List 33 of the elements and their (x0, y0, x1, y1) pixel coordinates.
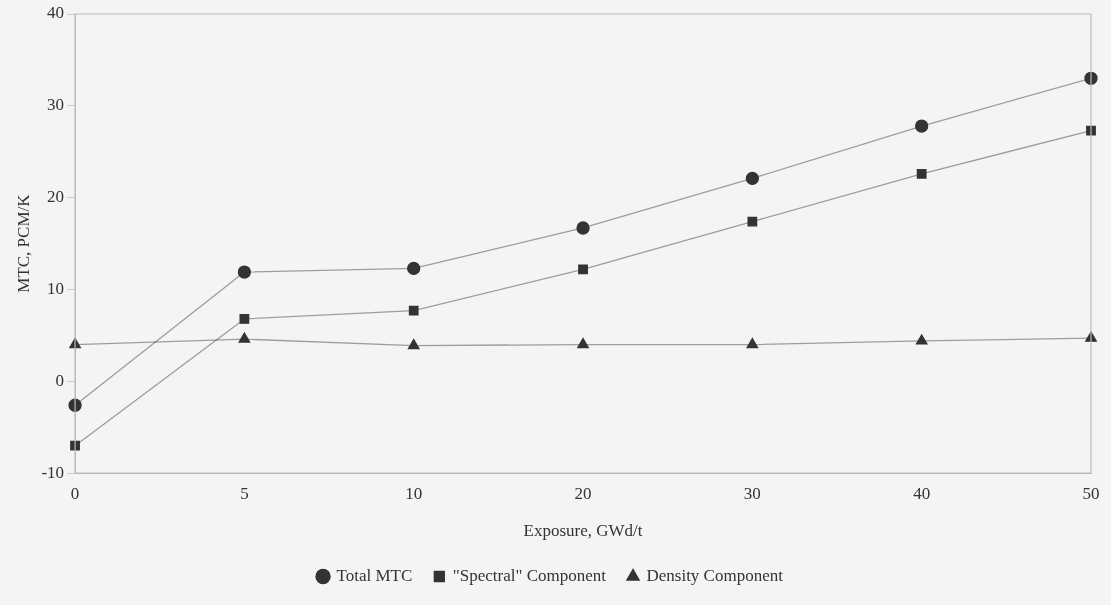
legend-label: Total MTC (336, 565, 413, 585)
y-tick-label: 0 (55, 370, 65, 390)
legend-label: Density Component (646, 565, 784, 585)
x-tick-label: 30 (743, 483, 761, 503)
x-axis-title: Exposure, GWd/t (523, 521, 643, 541)
x-tick-label: 5 (240, 483, 249, 503)
y-tick-label: -10 (41, 462, 65, 482)
point (916, 168, 927, 179)
legend-label: "Spectral" Component (452, 565, 607, 585)
point (747, 216, 758, 227)
point (237, 265, 252, 279)
point (746, 337, 759, 349)
point (915, 334, 928, 345)
x-tick-label: 50 (1082, 483, 1100, 503)
point (576, 221, 590, 235)
point (578, 264, 588, 275)
x-tick-label: 10 (405, 483, 423, 503)
point (577, 337, 589, 349)
y-tick-label: 40 (47, 3, 65, 23)
x-tick-label: 20 (574, 483, 592, 503)
x-tick-label: 0 (70, 483, 80, 503)
x-tick-label: 40 (913, 483, 931, 503)
y-tick-label: 30 (47, 95, 65, 115)
y-tick-label: 10 (47, 278, 65, 298)
point (408, 305, 419, 316)
point (407, 338, 420, 350)
point (238, 332, 251, 343)
point (745, 171, 759, 186)
point (915, 119, 929, 133)
point (407, 261, 421, 276)
point (239, 314, 250, 324)
y-tick-label: 20 (47, 187, 65, 207)
y-axis-title: MTC, PCM/K (13, 193, 33, 293)
